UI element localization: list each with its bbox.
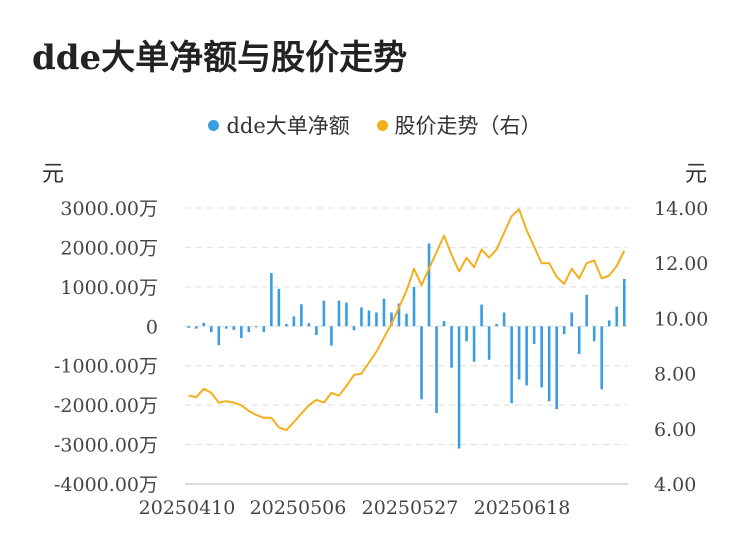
bar bbox=[562, 326, 566, 335]
y-tick-label: 0 bbox=[146, 316, 158, 338]
bar bbox=[472, 326, 476, 362]
bar bbox=[322, 300, 326, 327]
bar bbox=[532, 326, 536, 345]
bar bbox=[292, 316, 296, 327]
y2-tick-label: 14.00 bbox=[654, 198, 708, 220]
bar bbox=[270, 273, 273, 327]
x-tick-label: 20250410 bbox=[139, 497, 236, 519]
bar bbox=[427, 243, 431, 327]
bar bbox=[480, 304, 483, 327]
bar bbox=[224, 326, 228, 329]
legend-dot-price bbox=[376, 119, 388, 131]
bar bbox=[345, 302, 348, 327]
bar bbox=[405, 313, 408, 327]
bar bbox=[510, 326, 513, 404]
bar bbox=[487, 326, 491, 360]
bar bbox=[382, 298, 386, 327]
y2-tick-label: 10.00 bbox=[654, 308, 708, 330]
bar bbox=[420, 326, 423, 400]
legend-dot-dde bbox=[208, 119, 220, 131]
bar bbox=[367, 310, 371, 327]
bar bbox=[585, 294, 589, 327]
y-tick-label: -2000.00万 bbox=[54, 395, 158, 417]
bar bbox=[285, 323, 288, 327]
bar bbox=[412, 286, 416, 327]
bar bbox=[375, 312, 378, 327]
bar bbox=[187, 326, 191, 328]
bar bbox=[517, 326, 521, 380]
x-tick-label: 20250618 bbox=[474, 497, 571, 519]
bar bbox=[300, 304, 303, 327]
bar bbox=[397, 303, 401, 327]
bar bbox=[495, 323, 498, 327]
y-tick-label: 2000.00万 bbox=[60, 237, 158, 259]
bar bbox=[240, 326, 243, 339]
bar bbox=[360, 307, 363, 327]
y-tick-label: -3000.00万 bbox=[54, 435, 158, 457]
bar bbox=[435, 326, 438, 414]
legend-label-dde: dde大单净额 bbox=[226, 114, 350, 138]
bar bbox=[607, 320, 611, 327]
legend-label-price: 股价走势（右） bbox=[394, 114, 542, 138]
bar bbox=[217, 326, 221, 346]
bar bbox=[307, 323, 311, 327]
bar bbox=[209, 326, 213, 333]
bar bbox=[540, 326, 543, 388]
y2-tick-label: 4.00 bbox=[654, 474, 696, 496]
y-tick-label: 1000.00万 bbox=[60, 277, 158, 299]
bar bbox=[547, 326, 551, 402]
y-tick-label: -4000.00万 bbox=[54, 474, 158, 496]
price-line bbox=[188, 208, 626, 432]
legend: dde大单净额 股价走势（右） bbox=[0, 110, 750, 140]
bar bbox=[194, 326, 198, 329]
bar bbox=[450, 326, 453, 368]
legend-item-dde[interactable]: dde大单净额 bbox=[208, 110, 350, 140]
bar bbox=[262, 326, 266, 333]
bar bbox=[442, 321, 446, 327]
bar bbox=[577, 326, 581, 354]
bar bbox=[502, 312, 506, 327]
bar bbox=[352, 326, 356, 331]
bar bbox=[315, 326, 318, 335]
y2-tick-label: 8.00 bbox=[654, 364, 696, 386]
bar bbox=[277, 288, 281, 327]
y2-tick-label: 12.00 bbox=[654, 253, 708, 275]
bar bbox=[247, 326, 251, 333]
bar bbox=[622, 278, 626, 327]
chart-title: dde大单净额与股价走势 bbox=[32, 38, 408, 78]
bar bbox=[465, 326, 468, 342]
y-tick-label: 3000.00万 bbox=[60, 198, 158, 220]
bar bbox=[570, 312, 573, 327]
x-tick-label: 20250506 bbox=[250, 497, 347, 519]
bar bbox=[255, 326, 258, 328]
bar bbox=[202, 322, 206, 327]
bar bbox=[615, 306, 619, 327]
bar bbox=[592, 326, 596, 342]
bar bbox=[555, 326, 558, 410]
bar bbox=[390, 312, 393, 327]
legend-item-price[interactable]: 股价走势（右） bbox=[376, 110, 542, 140]
y2-tick-label: 6.00 bbox=[654, 419, 696, 441]
bar bbox=[525, 326, 528, 386]
right-axis-unit: 元 bbox=[685, 162, 708, 187]
x-tick-label: 20250527 bbox=[362, 497, 459, 519]
bar bbox=[232, 326, 236, 330]
y-tick-label: -1000.00万 bbox=[54, 356, 158, 378]
bar bbox=[457, 326, 461, 449]
bar bbox=[600, 326, 604, 390]
bar bbox=[337, 300, 341, 327]
bar bbox=[330, 326, 333, 346]
left-axis-unit: 元 bbox=[42, 162, 65, 187]
